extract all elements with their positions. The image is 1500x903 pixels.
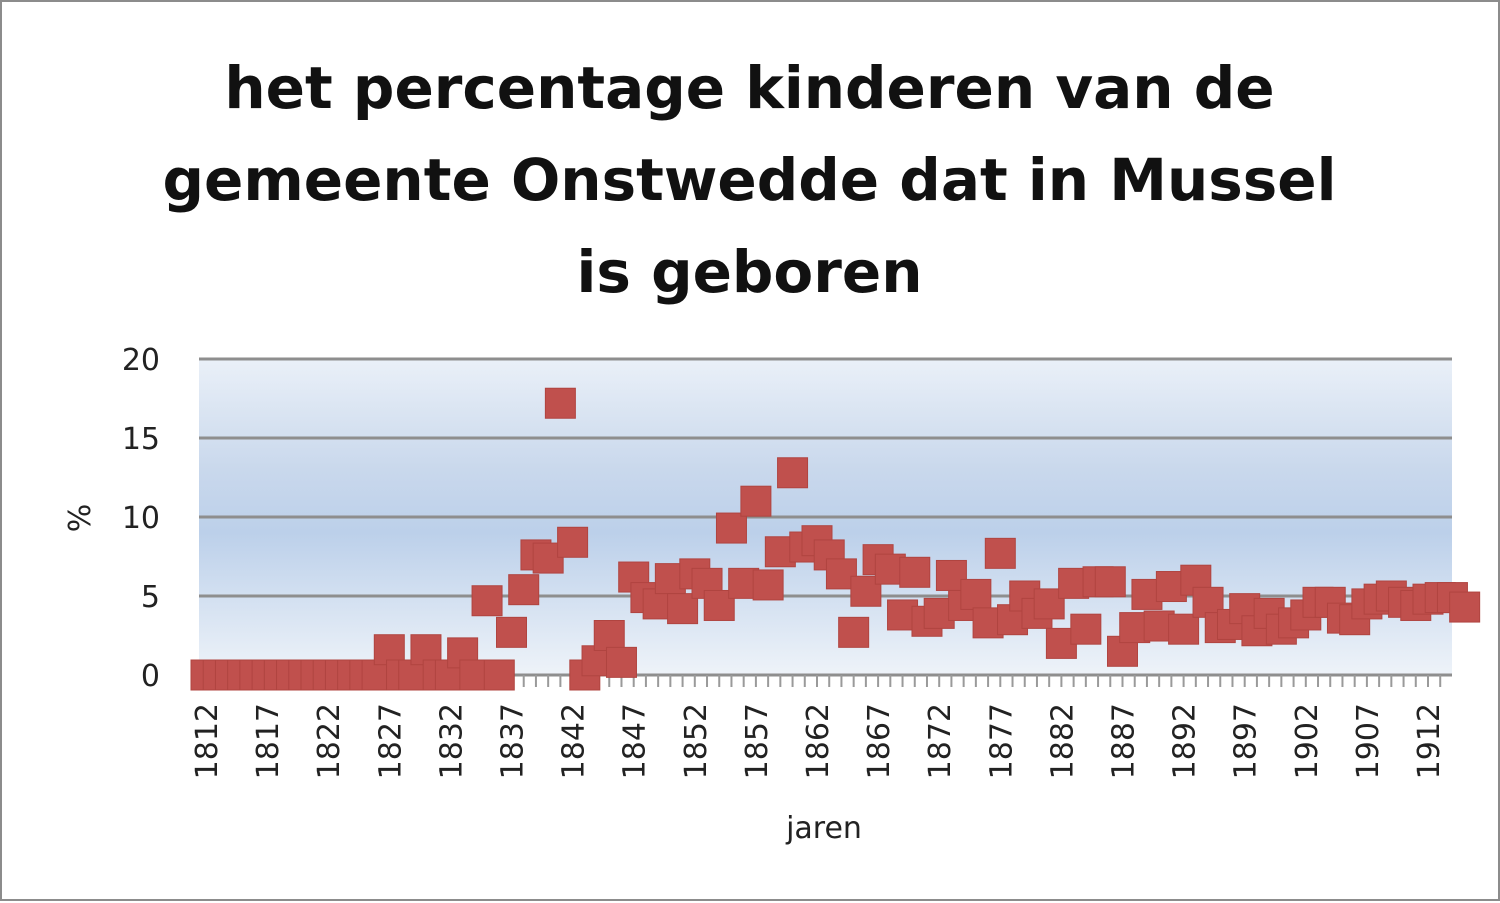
- x-tick-label: 1832: [434, 703, 469, 779]
- x-tick-label: 1897: [1229, 703, 1264, 779]
- data-point: [508, 574, 540, 606]
- y-tick-label: 5: [141, 580, 160, 615]
- x-tick-label: 1857: [740, 703, 775, 779]
- x-tick-label: 1842: [557, 703, 592, 779]
- x-tick-label: 1907: [1351, 703, 1386, 779]
- data-point: [752, 569, 784, 601]
- x-tick-label: 1872: [923, 703, 958, 779]
- y-axis-label: %: [63, 504, 98, 533]
- data-point: [557, 526, 589, 558]
- data-point: [740, 485, 772, 517]
- data-point: [777, 457, 809, 489]
- data-points: [190, 387, 1481, 691]
- data-point: [1094, 566, 1126, 598]
- data-point: [605, 646, 637, 678]
- x-tick-label: 1837: [496, 703, 531, 779]
- x-tick-label: 1822: [312, 703, 347, 779]
- data-point: [496, 616, 527, 648]
- x-tick-label: 1812: [190, 703, 225, 779]
- x-tick-label: 1852: [679, 703, 714, 779]
- y-tick-label: 15: [122, 422, 160, 457]
- x-tick-label: 1817: [251, 703, 286, 779]
- x-tick-label: 1862: [801, 703, 836, 779]
- data-point: [715, 512, 747, 544]
- data-point: [899, 556, 931, 588]
- data-point: [1168, 613, 1200, 645]
- y-tick-label: 0: [141, 659, 160, 694]
- x-axis-ticks: 1812 1817 1822 1827 1832 1837 1842 1847 1852 1857…: [190, 703, 1447, 779]
- y-tick-label: 20: [122, 343, 160, 378]
- x-tick-label: 1887: [1107, 703, 1142, 779]
- x-tick-label: 1882: [1045, 703, 1080, 779]
- x-tick-label: 1877: [984, 703, 1019, 779]
- data-point: [1070, 613, 1102, 645]
- data-point: [960, 578, 992, 610]
- x-tick-label: 1867: [862, 703, 897, 779]
- data-point: [471, 585, 503, 617]
- y-axis-ticks: 0 5 10 15 20: [122, 343, 160, 694]
- x-tick-label: 1892: [1168, 703, 1203, 779]
- x-tick-label: 1847: [618, 703, 653, 779]
- data-point: [483, 659, 515, 691]
- x-tick-label: 1902: [1290, 703, 1325, 779]
- data-point: [984, 537, 1016, 569]
- x-tick-label: 1912: [1412, 703, 1447, 779]
- chart-title: het percentage kinderen van de gemeente …: [162, 54, 1337, 306]
- x-tick-label: 1827: [373, 703, 408, 779]
- data-point: [838, 616, 870, 648]
- data-point: [1449, 591, 1481, 623]
- x-axis-label: jaren: [785, 811, 862, 846]
- y-tick-label: 10: [122, 501, 160, 536]
- data-point: [593, 620, 625, 651]
- data-point: [544, 387, 576, 419]
